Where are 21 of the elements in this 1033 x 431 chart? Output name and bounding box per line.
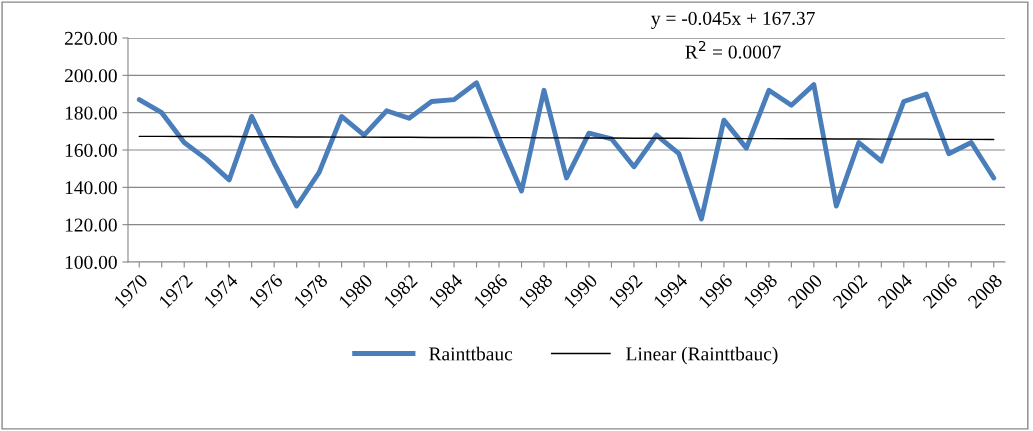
y-tick-label: 160.00	[65, 143, 117, 158]
x-tick-label: 1980	[338, 273, 374, 309]
legend-label: Rainttbauc	[429, 346, 513, 361]
y-tick-label: 200.00	[64, 69, 117, 83]
x-tick-label: 1982	[383, 273, 419, 309]
legend-label: Linear (Rainttbauc)	[626, 346, 778, 365]
x-tick-label: 1992	[608, 273, 643, 309]
y-tick-label: 120.00	[65, 218, 117, 232]
x-tick-label: 1972	[158, 273, 194, 309]
x-tick-label: 1988	[518, 273, 554, 309]
x-tick-label: 1978	[293, 273, 329, 309]
annotation: R$^{2}$ = 0.0007	[685, 40, 781, 59]
text: y = -0.045x + 167.37	[651, 11, 815, 29]
y-tick-label: 180.00	[65, 106, 117, 120]
x-tick-label: 1990	[563, 273, 599, 309]
y-tick-label: 140.00	[65, 181, 117, 195]
line-series	[136, 80, 997, 222]
x-tick-label: 1998	[742, 273, 779, 309]
y-tick-label: 100.00	[65, 255, 117, 270]
x-tick-label: 1970	[113, 273, 149, 309]
y-tick-label: 220.00	[64, 31, 117, 46]
